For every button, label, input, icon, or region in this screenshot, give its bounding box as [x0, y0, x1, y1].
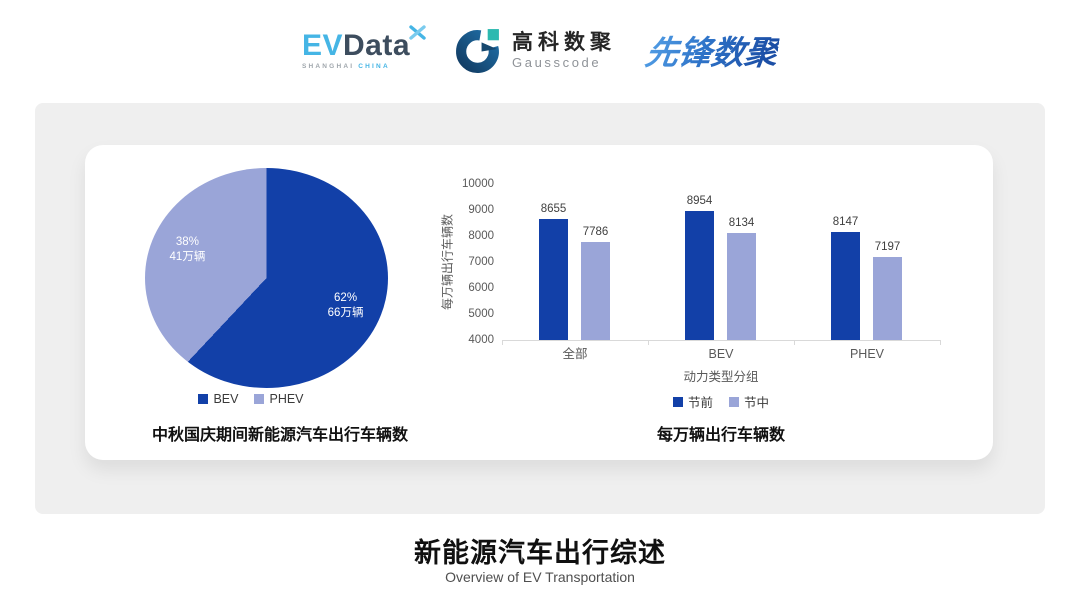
bar-节中-全部	[581, 241, 610, 340]
pioneer-logo: 先锋数聚	[643, 26, 782, 74]
evdata-data-text: Data	[343, 28, 411, 62]
x-axis-tick	[794, 340, 795, 345]
pie-figure: BEV PHEV 中秋国庆期间新能源汽车出行车辆数 62% 66万辆 38% 41万辆	[85, 145, 993, 460]
gausscode-en-name: Gausscode	[512, 54, 602, 70]
y-axis-tick-label: 6000	[468, 282, 494, 294]
legend-label: BEV	[213, 392, 239, 406]
chart-panel: BEV PHEV 中秋国庆期间新能源汽车出行车辆数 62% 66万辆 38% 41万辆 …	[35, 103, 1045, 514]
gausscode-icon	[456, 28, 499, 73]
evdata-subtitle: SHANGHAI CHINA	[302, 63, 410, 70]
bar-value-label: 7197	[874, 240, 901, 253]
pie-slice-percent: 62%	[334, 292, 358, 305]
bar-节前-PHEV	[831, 232, 860, 340]
evdata-logo: EVData SHANGHAI CHINA	[301, 24, 426, 70]
pie-slice-value: 66万辆	[327, 307, 364, 320]
legend-item: BEV	[198, 392, 238, 406]
x-axis-tick	[648, 340, 649, 345]
bar-caption: 每万辆出行车辆数	[656, 427, 785, 444]
legend-item: 节前	[672, 392, 713, 411]
evdata-wordmark: EVData	[301, 28, 411, 62]
legend-swatch	[729, 396, 739, 407]
bar-x-axis-title: 动力类型分组	[683, 370, 759, 384]
legend-label: 节中	[744, 396, 770, 410]
evdata-spark-icon	[409, 24, 426, 40]
y-axis-tick-label: 7000	[468, 256, 494, 268]
pie-slice-label: 38% 41万辆	[170, 235, 206, 265]
pie-chart	[145, 168, 388, 388]
page-title: 新能源汽车出行综述	[414, 538, 666, 568]
legend-swatch	[254, 394, 265, 404]
legend-label: PHEV	[269, 392, 304, 406]
bar-value-label: 8655	[540, 202, 567, 215]
bar-value-label: 8134	[728, 216, 755, 229]
bar-节前-BEV	[685, 211, 714, 340]
y-axis-tick-label: 9000	[468, 204, 494, 216]
page-subtitle: Overview of EV Transportation	[445, 569, 635, 585]
legend-item: 节中	[729, 392, 769, 411]
y-axis-tick-label: 10000	[462, 178, 494, 190]
pie-slice-label: 62% 66万辆	[328, 291, 364, 321]
logo-header: EVData SHANGHAI CHINA 高科数聚 Gausscode 先锋数…	[0, 0, 1080, 100]
legend-swatch	[198, 394, 209, 404]
x-axis-line	[502, 340, 940, 341]
pie-legend: BEV PHEV	[85, 392, 417, 406]
bar-节中-PHEV	[873, 256, 902, 340]
category-label: 全部	[562, 347, 588, 361]
x-axis-tick	[502, 340, 503, 345]
chart-card: BEV PHEV 中秋国庆期间新能源汽车出行车辆数 62% 66万辆 38% 41万辆 …	[85, 145, 993, 460]
y-axis-tick-label: 5000	[468, 308, 494, 320]
pie-slice-value: 41万辆	[169, 250, 206, 263]
legend-swatch	[672, 396, 683, 407]
bar-figure: 每万辆出行车辆数 动力类型分组 节前 节中 每万辆出行车辆数 10000 9000 8…	[85, 145, 993, 460]
category-label: BEV	[708, 347, 734, 361]
gausscode-text: 高科数聚 Gausscode	[512, 31, 616, 70]
bar-legend: 节前 节中	[502, 392, 940, 411]
bar-value-label: 7786	[582, 225, 609, 238]
y-axis-tick-label: 8000	[468, 230, 494, 242]
legend-item: PHEV	[254, 392, 304, 406]
bar-节中-BEV	[727, 232, 756, 340]
gausscode-logo: 高科数聚 Gausscode	[454, 26, 616, 75]
pie-caption: 中秋国庆期间新能源汽车出行车辆数	[151, 427, 408, 444]
evdata-sub-china: CHINA	[358, 62, 390, 70]
gausscode-cn-name: 高科数聚	[512, 30, 617, 54]
bar-value-label: 8954	[686, 195, 713, 208]
category-label: PHEV	[849, 347, 885, 361]
legend-label: 节前	[687, 396, 713, 410]
evdata-sub-shanghai: SHANGHAI	[301, 62, 355, 70]
x-axis-tick	[940, 340, 941, 345]
pie-slice-percent: 38%	[175, 235, 199, 248]
bar-节前-全部	[539, 218, 568, 340]
evdata-ev-text: EV	[301, 28, 343, 62]
y-axis-tick-label: 4000	[468, 334, 494, 346]
bar-value-label: 8147	[832, 216, 859, 229]
